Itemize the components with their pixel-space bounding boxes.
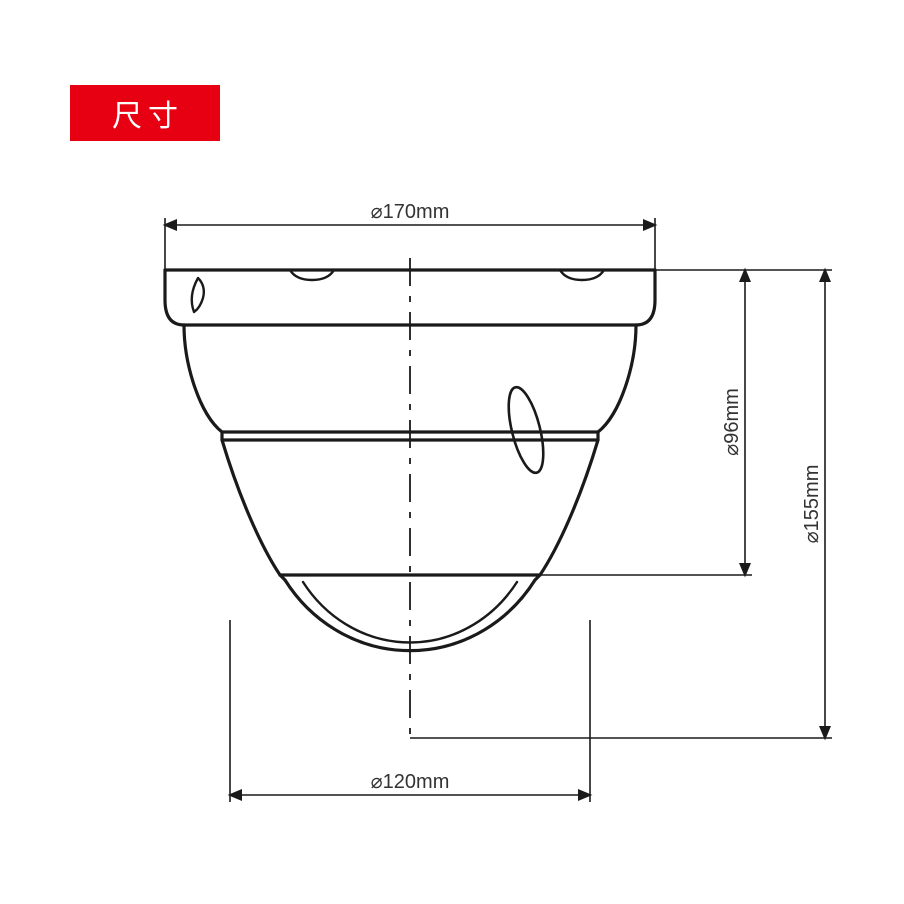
dimension-right-155-label: ⌀155mm <box>801 465 823 544</box>
section-title-text: 尺寸 <box>112 91 184 135</box>
section-title-badge: 尺寸 <box>70 85 220 141</box>
dimension-right-155 <box>410 270 832 738</box>
dimension-bottom-label: ⌀120mm <box>371 771 450 793</box>
dimension-right-96-label: ⌀96mm <box>721 388 743 456</box>
dimension-top-label: ⌀170mm <box>371 201 450 223</box>
